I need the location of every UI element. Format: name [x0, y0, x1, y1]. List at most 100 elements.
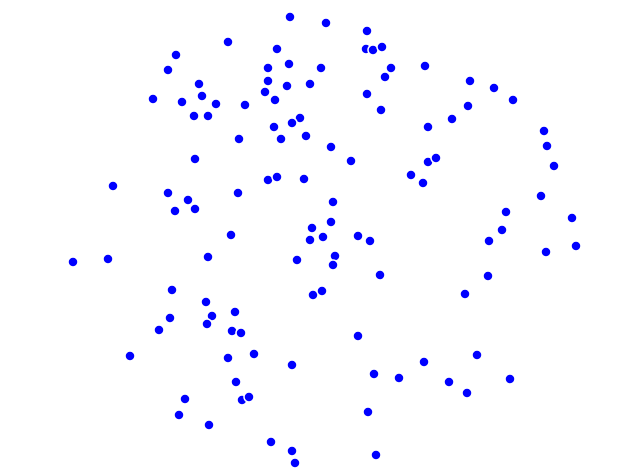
point — [461, 387, 473, 399]
point — [162, 187, 174, 199]
point — [540, 246, 552, 258]
point — [376, 41, 388, 53]
point — [210, 98, 222, 110]
point — [443, 376, 455, 388]
point — [107, 180, 119, 192]
point — [566, 212, 578, 224]
point — [182, 194, 194, 206]
point — [283, 58, 295, 70]
point — [196, 90, 208, 102]
point — [275, 133, 287, 145]
point — [179, 393, 191, 405]
point — [541, 140, 553, 152]
point — [300, 130, 312, 142]
point — [147, 93, 159, 105]
point — [233, 133, 245, 145]
point — [248, 348, 260, 360]
arc-left — [117, 83, 205, 393]
point — [271, 171, 283, 183]
point — [286, 445, 298, 457]
point — [176, 96, 188, 108]
point — [316, 285, 328, 297]
point — [500, 206, 512, 218]
goal-left — [52, 201, 81, 273]
point — [284, 11, 296, 23]
point — [507, 94, 519, 106]
point — [368, 368, 380, 380]
point — [203, 419, 215, 431]
point — [375, 104, 387, 116]
point — [201, 318, 213, 330]
point — [232, 187, 244, 199]
point — [206, 310, 218, 322]
point — [352, 330, 364, 342]
point — [535, 190, 547, 202]
point — [229, 306, 241, 318]
point — [265, 436, 277, 448]
point — [504, 373, 516, 385]
point — [464, 75, 476, 87]
point — [102, 253, 114, 265]
point — [225, 229, 237, 241]
point — [327, 259, 339, 271]
point — [462, 100, 474, 112]
point — [170, 49, 182, 61]
point — [306, 222, 318, 234]
point — [538, 125, 550, 137]
point — [200, 296, 212, 308]
point — [393, 372, 405, 384]
point — [417, 177, 429, 189]
point — [374, 269, 386, 281]
point — [317, 231, 329, 243]
point — [320, 17, 332, 29]
point — [361, 88, 373, 100]
point — [268, 121, 280, 133]
point — [262, 75, 274, 87]
point — [430, 152, 442, 164]
point — [370, 449, 382, 461]
point — [222, 36, 234, 48]
point — [419, 60, 431, 72]
point — [315, 62, 327, 74]
point — [488, 82, 500, 94]
point — [286, 359, 298, 371]
point — [269, 94, 281, 106]
point — [325, 141, 337, 153]
point — [173, 409, 185, 421]
point — [304, 234, 316, 246]
point — [235, 327, 247, 339]
point — [362, 406, 374, 418]
field-lines — [52, 83, 588, 393]
point — [230, 376, 242, 388]
point — [291, 254, 303, 266]
point — [202, 251, 214, 263]
point — [124, 350, 136, 362]
point — [471, 349, 483, 361]
point — [243, 391, 255, 403]
point — [166, 284, 178, 296]
point — [459, 288, 471, 300]
point — [189, 203, 201, 215]
point — [193, 78, 205, 90]
point — [239, 99, 251, 111]
centre-square — [237, 154, 404, 321]
point — [271, 43, 283, 55]
points — [67, 11, 582, 469]
point — [289, 457, 301, 469]
point — [364, 235, 376, 247]
goal-right — [559, 201, 588, 273]
point — [153, 324, 165, 336]
point — [162, 64, 174, 76]
point — [345, 155, 357, 167]
point — [222, 352, 234, 364]
point — [262, 62, 274, 74]
point — [294, 112, 306, 124]
point — [361, 25, 373, 37]
point — [496, 224, 508, 236]
point — [304, 78, 316, 90]
point — [379, 71, 391, 83]
point — [422, 121, 434, 133]
point — [385, 62, 397, 74]
